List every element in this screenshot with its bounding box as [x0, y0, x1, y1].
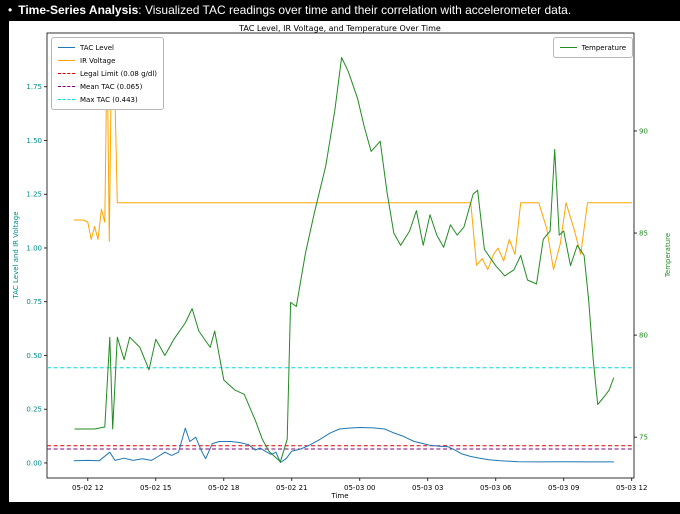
legend-line-sample — [58, 47, 75, 48]
x-tick-label: 05-02 12 — [72, 484, 103, 492]
y-left-tick-label: 1.25 — [26, 191, 42, 199]
plot-frame — [46, 32, 635, 479]
legend-entry: Legal Limit (0.08 g/dl) — [58, 67, 157, 80]
x-tick-label: 05-03 03 — [412, 484, 443, 492]
legend-entry: Max TAC (0.443) — [58, 93, 157, 106]
x-tick-label: 05-02 15 — [140, 484, 171, 492]
y-left-tick-label: 1.50 — [26, 137, 42, 145]
legend-line-sample — [58, 86, 75, 87]
legend-label: Max TAC (0.443) — [80, 95, 138, 104]
series-temperature — [74, 57, 615, 463]
legend-entry: TAC Level — [58, 41, 157, 54]
legend-label: TAC Level — [80, 43, 114, 52]
x-tick-label: 05-03 06 — [480, 484, 512, 492]
x-tick-label: 05-02 21 — [276, 484, 307, 492]
legend-label: Temperature — [581, 43, 626, 52]
y-left-tick-label: 0.50 — [26, 352, 42, 360]
legend-entry: IR Voltage — [58, 54, 157, 67]
legend-line-sample — [58, 73, 75, 74]
y-right-tick-label: 90 — [639, 127, 648, 135]
legend-label: Mean TAC (0.065) — [80, 82, 143, 91]
y-left-tick-label: 0.25 — [26, 406, 42, 414]
legend-label: IR Voltage — [80, 56, 116, 65]
y-left-tick-label: 0.00 — [26, 459, 42, 467]
x-tick-label: 05-02 18 — [208, 484, 239, 492]
legend-line-sample — [58, 99, 75, 100]
legend-upper-right: Temperature — [552, 37, 633, 58]
x-tick-label: 05-03 09 — [548, 484, 579, 492]
legend-label: Legal Limit (0.08 g/dl) — [80, 69, 158, 78]
header-text: : Visualized TAC readings over time and … — [138, 3, 572, 17]
legend-entry: Mean TAC (0.065) — [58, 80, 157, 93]
x-tick-label: 05-03 00 — [344, 484, 375, 492]
legend-entry: Temperature — [559, 41, 626, 54]
x-axis-label: Time — [331, 492, 349, 500]
y-left-tick-label: 0.75 — [26, 298, 42, 306]
chart-title: TAC Level, IR Voltage, and Temperature O… — [239, 24, 441, 33]
y-axis-label-left: TAC Level and IR Voltage — [12, 211, 20, 299]
y-right-tick-label: 75 — [639, 434, 648, 442]
x-tick-label: 05-03 12 — [616, 484, 647, 492]
chart-figure: 05-02 12 05-02 15 05-02 18 05-02 21 05-03 00… — [9, 21, 680, 502]
series-tac-level — [73, 427, 615, 463]
legend-line-sample — [559, 47, 577, 48]
legend-upper-left: TAC Level IR Voltage Legal Limit (0.08 g/d… — [51, 37, 165, 110]
y-right-tick-label: 85 — [639, 230, 648, 238]
plot-area: 05-02 12 05-02 15 05-02 18 05-02 21 05-03 00… — [26, 32, 648, 492]
y-left-tick-label: 1.00 — [26, 244, 42, 252]
y-right-tick-label: 80 — [639, 332, 648, 340]
header-note: • Time-Series Analysis: Visualized TAC re… — [8, 2, 672, 19]
y-axis-label-right: Temperature — [664, 232, 672, 278]
bullet-point: • — [8, 3, 13, 17]
legend-line-sample — [58, 60, 75, 61]
header-title: Time-Series Analysis — [18, 3, 139, 17]
y-left-tick-label: 1.75 — [26, 83, 42, 91]
